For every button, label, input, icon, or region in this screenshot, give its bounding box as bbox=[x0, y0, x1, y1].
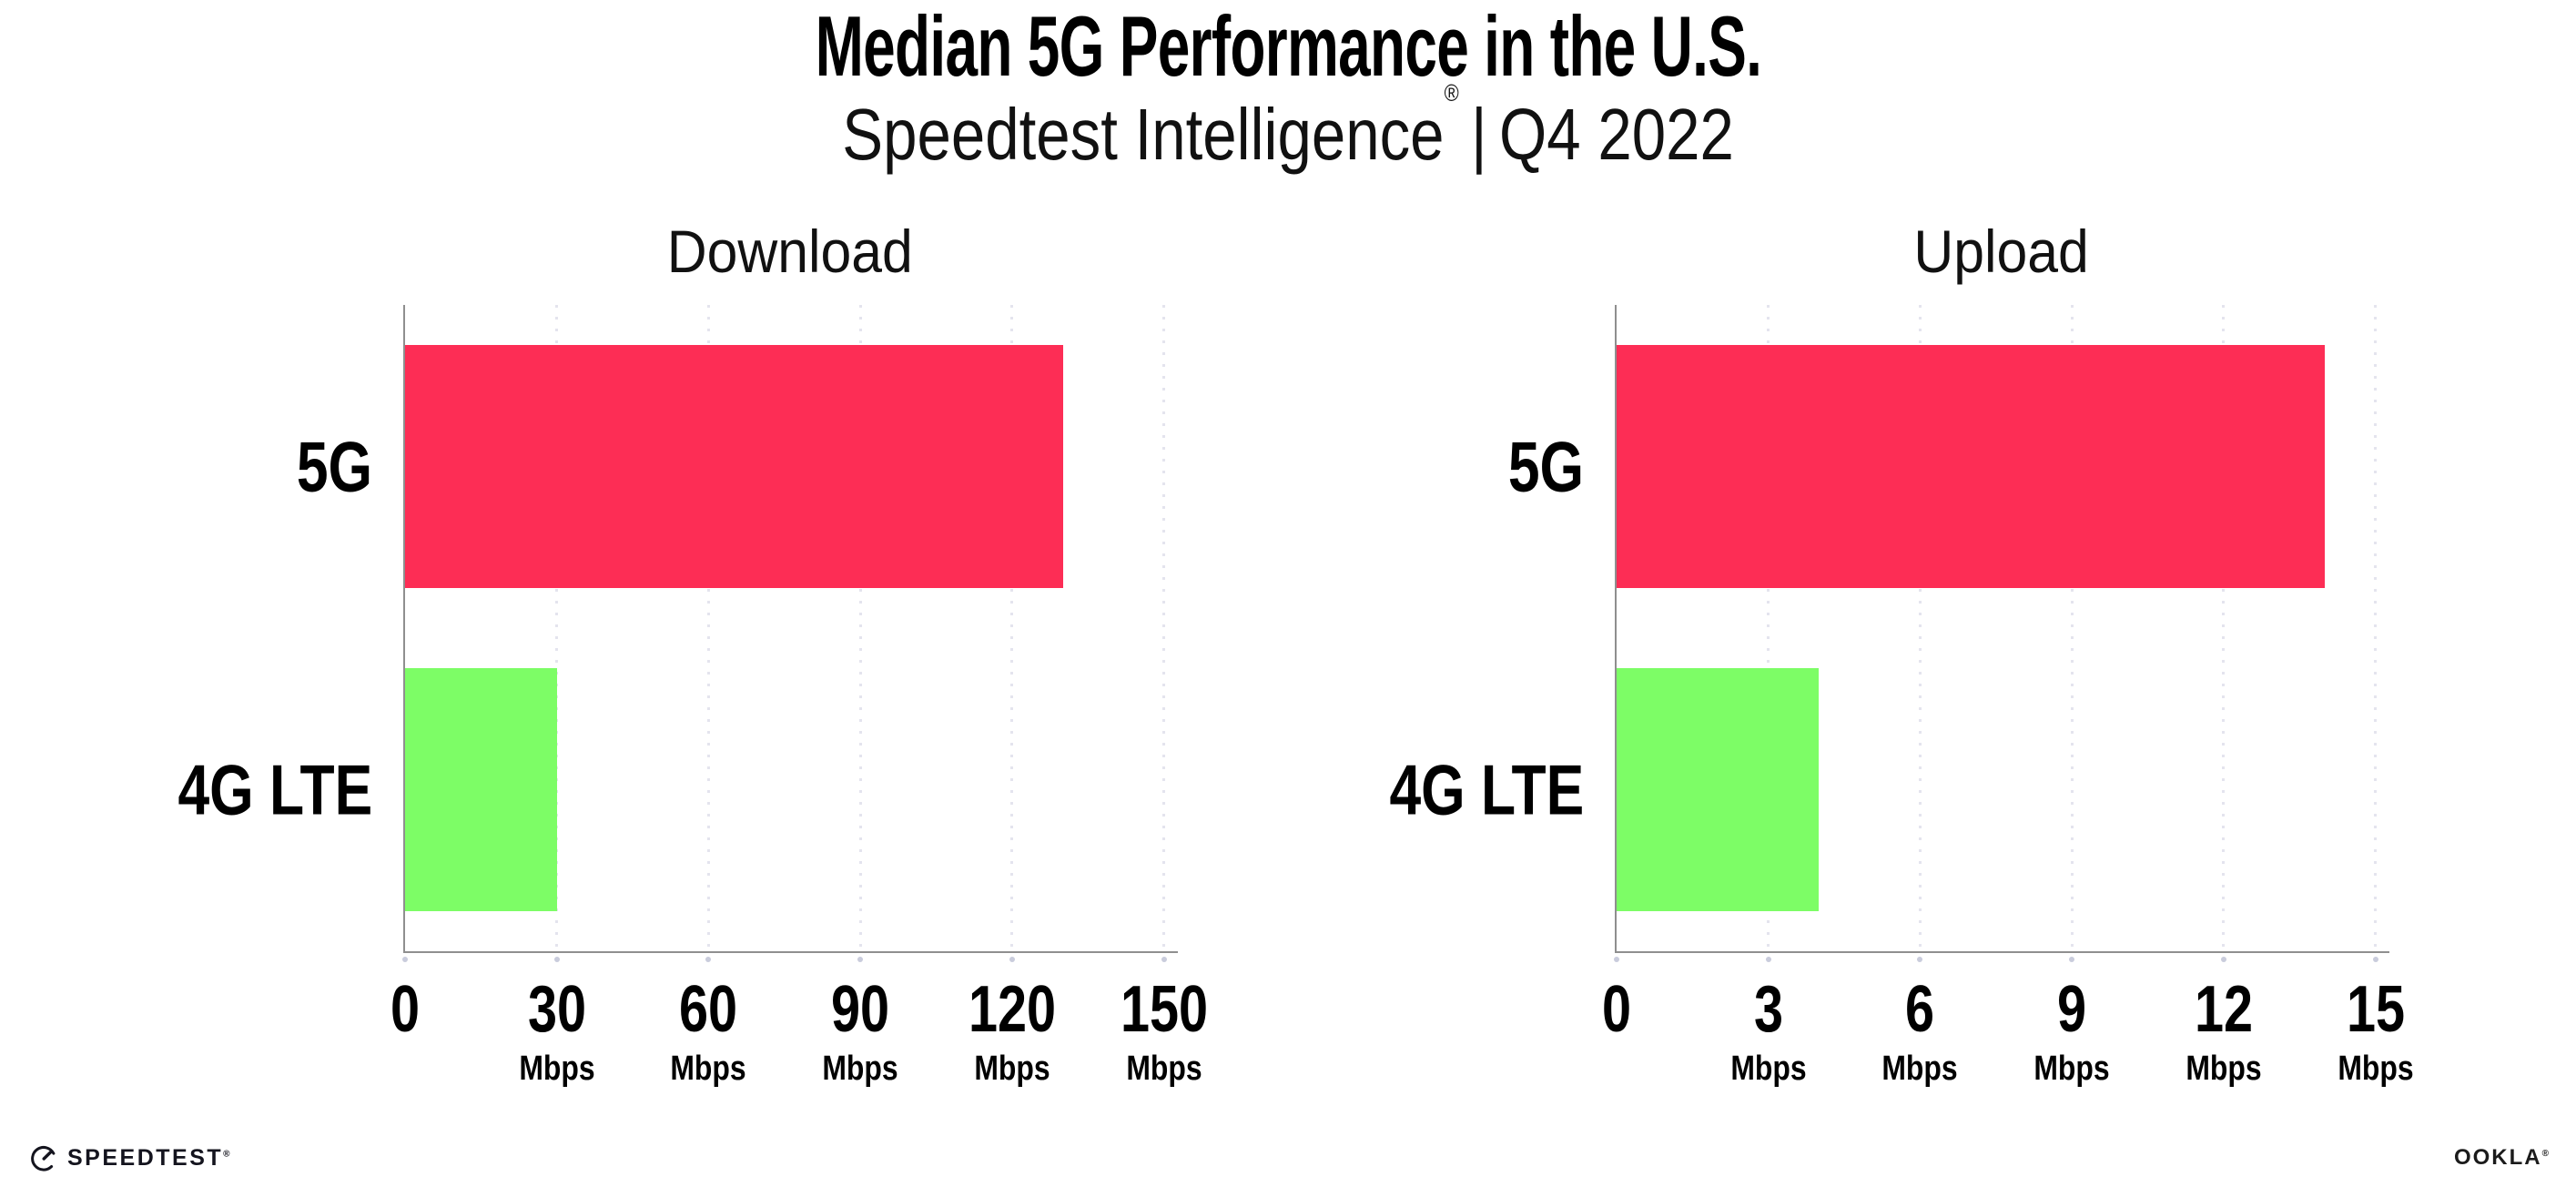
x-tick-mark bbox=[1917, 957, 1923, 962]
category-label-4g-lte: 4G LTE bbox=[177, 749, 372, 829]
x-tick-label: 30 Mbps bbox=[512, 977, 602, 1086]
x-tick-value: 30 bbox=[527, 973, 586, 1046]
x-tick-value: 15 bbox=[2346, 973, 2405, 1046]
category-label-5g: 5G bbox=[296, 426, 372, 506]
x-tick-unit: Mbps bbox=[1881, 1050, 1959, 1088]
x-tick-value: 150 bbox=[1120, 973, 1208, 1046]
x-tick-unit: Mbps bbox=[2033, 1050, 2110, 1088]
category-label-5g: 5G bbox=[1507, 426, 1584, 506]
ookla-logo: OOKLA® bbox=[2454, 1145, 2549, 1171]
x-tick-value: 6 bbox=[1905, 973, 1935, 1046]
gridline bbox=[1767, 305, 1770, 951]
speedtest-trademark: ® bbox=[223, 1149, 230, 1160]
x-tick-unit: Mbps bbox=[974, 1050, 1050, 1088]
gridline bbox=[555, 305, 559, 951]
x-tick-unit: Mbps bbox=[519, 1050, 595, 1088]
category-label-4g-lte: 4G LTE bbox=[1389, 749, 1584, 829]
gridline bbox=[706, 305, 710, 951]
x-tick-mark bbox=[1765, 957, 1771, 962]
x-tick-mark bbox=[1009, 957, 1015, 962]
ookla-wordmark: OOKLA bbox=[2453, 1145, 2542, 1170]
x-tick-label: 0 bbox=[387, 977, 423, 1042]
x-tick-label: 9 Mbps bbox=[2027, 977, 2117, 1086]
gridline bbox=[858, 305, 862, 951]
x-tick-mark bbox=[2069, 957, 2075, 962]
x-tick-unit: Mbps bbox=[822, 1050, 898, 1088]
x-tick-value: 3 bbox=[1753, 973, 1783, 1046]
x-tick-mark bbox=[857, 957, 864, 962]
speedtest-logo: SPEEDTEST® bbox=[30, 1143, 230, 1172]
x-tick-unit: Mbps bbox=[1730, 1050, 1807, 1088]
x-tick-value: 0 bbox=[1601, 973, 1632, 1046]
ookla-trademark: ® bbox=[2541, 1149, 2549, 1159]
registered-mark: ® bbox=[1444, 79, 1459, 107]
page-subtitle: Speedtest Intelligence® | Q4 2022 bbox=[0, 80, 2576, 175]
x-tick-mark bbox=[2220, 957, 2226, 962]
x-tick-value: 90 bbox=[831, 973, 890, 1046]
x-tick-label: 120 Mbps bbox=[958, 977, 1067, 1086]
download-plot-area: 0 30 Mbps 60 Mbps 90 Mbps 120 Mbps 150 Mbps 5G 4G LT… bbox=[177, 305, 1208, 1086]
subtitle-divider: | bbox=[1471, 94, 1487, 175]
x-tick-value: 0 bbox=[390, 973, 421, 1046]
gridline bbox=[2374, 305, 2378, 951]
x-tick-unit: Mbps bbox=[2186, 1050, 2262, 1088]
subtitle-brand: Speedtest Intelligence bbox=[842, 94, 1445, 175]
subtitle-text: Speedtest Intelligence® | Q4 2022 bbox=[842, 80, 1734, 175]
gridline bbox=[2070, 305, 2074, 951]
download-chart-title: Download bbox=[666, 218, 913, 285]
gridline bbox=[2222, 305, 2226, 951]
x-tick-unit: Mbps bbox=[1126, 1050, 1202, 1088]
x-tick-label: 12 Mbps bbox=[2178, 977, 2268, 1086]
x-tick-value: 9 bbox=[2057, 973, 2087, 1046]
x-tick-value: 60 bbox=[679, 973, 738, 1046]
x-tick-unit: Mbps bbox=[670, 1050, 747, 1088]
x-tick-label: 60 Mbps bbox=[664, 977, 754, 1086]
x-tick-label: 15 Mbps bbox=[2330, 977, 2420, 1086]
page-title-text: Median 5G Performance in the U.S. bbox=[815, 0, 1761, 94]
x-tick-label: 150 Mbps bbox=[1110, 977, 1219, 1086]
x-tick-label: 0 bbox=[1598, 977, 1635, 1042]
x-tick-mark bbox=[402, 957, 408, 962]
bar-5g bbox=[1617, 345, 2326, 588]
x-tick-label: 6 Mbps bbox=[1875, 977, 1965, 1086]
x-tick-mark bbox=[553, 957, 560, 962]
gridline bbox=[1162, 305, 1166, 951]
x-tick-value: 120 bbox=[968, 973, 1057, 1046]
bar-5g bbox=[405, 345, 1063, 588]
bar-4g-lte bbox=[405, 668, 557, 911]
x-tick-label: 90 Mbps bbox=[816, 977, 906, 1086]
gridline bbox=[1010, 305, 1014, 951]
upload-plot-area: 0 3 Mbps 6 Mbps 9 Mbps 12 Mbps 15 Mbps 5G 4G LTE bbox=[1389, 305, 2413, 1086]
x-tick-value: 12 bbox=[2194, 973, 2254, 1046]
x-tick-mark bbox=[2372, 957, 2378, 962]
bar-4g-lte bbox=[1617, 668, 1820, 911]
page-title: Median 5G Performance in the U.S. bbox=[0, 0, 2576, 94]
upload-chart-title: Upload bbox=[1913, 218, 2089, 285]
gridline bbox=[1918, 305, 1922, 951]
x-tick-unit: Mbps bbox=[2338, 1050, 2414, 1088]
subtitle-period: Q4 2022 bbox=[1498, 94, 1734, 175]
x-tick-mark bbox=[705, 957, 712, 962]
x-tick-mark bbox=[1161, 957, 1167, 962]
speedtest-wordmark: SPEEDTEST® bbox=[67, 1144, 230, 1171]
speedtest-gauge-icon bbox=[31, 1145, 56, 1172]
x-tick-label: 3 Mbps bbox=[1723, 977, 1813, 1086]
x-tick-mark bbox=[1614, 957, 1619, 962]
